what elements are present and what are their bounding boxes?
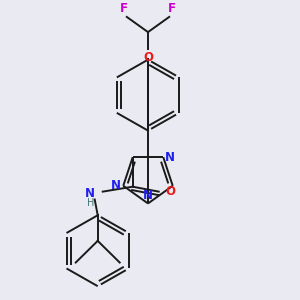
Text: F: F [120, 2, 128, 15]
Text: O: O [166, 185, 176, 198]
Text: N: N [143, 188, 153, 202]
Text: N: N [111, 179, 121, 192]
Text: F: F [168, 2, 176, 15]
Text: O: O [143, 51, 153, 64]
Text: H: H [87, 198, 95, 208]
Text: N: N [85, 187, 95, 200]
Text: N: N [165, 151, 175, 164]
